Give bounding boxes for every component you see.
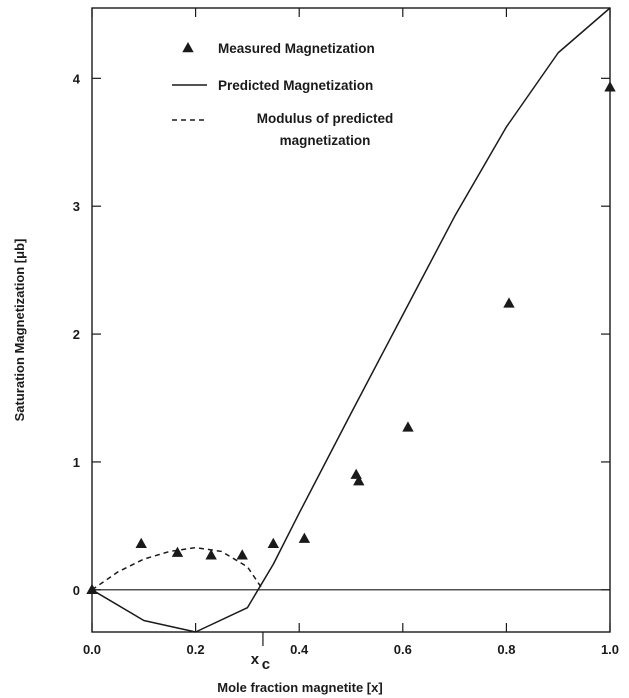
legend: Measured Magnetization Predicted Magnetiz… bbox=[172, 41, 393, 148]
measured-point bbox=[171, 546, 184, 557]
legend-label-measured: Measured Magnetization bbox=[218, 41, 375, 56]
y-tick-label: 1 bbox=[73, 455, 80, 470]
measured-point bbox=[267, 537, 279, 548]
y-tick-label: 4 bbox=[73, 71, 81, 86]
y-tick-label: 0 bbox=[73, 583, 80, 598]
measured-point bbox=[350, 468, 362, 479]
predicted-line bbox=[91, 7, 611, 633]
measured-point bbox=[205, 549, 217, 560]
measured-point bbox=[135, 537, 147, 548]
measured-point bbox=[604, 81, 616, 92]
plot-border bbox=[91, 7, 611, 633]
modulus-line bbox=[91, 546, 264, 591]
y-tick-label: 3 bbox=[73, 199, 80, 214]
x-tick-label: 0.2 bbox=[187, 642, 205, 657]
x-tick-label: 0.4 bbox=[290, 642, 309, 657]
x-axis-label: Mole fraction magnetite [x] bbox=[217, 680, 382, 695]
plot-frame bbox=[91, 7, 611, 633]
xc-label: x bbox=[251, 651, 260, 668]
measured-point bbox=[236, 549, 248, 560]
axis-ticks bbox=[91, 8, 611, 632]
x-tick-label: 1.0 bbox=[601, 642, 619, 657]
measured-point bbox=[86, 583, 98, 595]
measured-point bbox=[503, 297, 515, 308]
tick-labels: 0.0 0.2 0.4 0.6 0.8 1.0 0 1 2 3 4 bbox=[73, 71, 619, 657]
xc-subscript: c bbox=[262, 656, 270, 673]
measured-point bbox=[298, 532, 311, 543]
x-tick-label: 0.0 bbox=[83, 642, 101, 657]
legend-label-modulus-line2: magnetization bbox=[280, 133, 371, 148]
measured-point bbox=[353, 475, 365, 486]
legend-marker-triangle bbox=[182, 42, 194, 53]
series-layer bbox=[86, 7, 616, 633]
legend-label-predicted: Predicted Magnetization bbox=[218, 78, 373, 93]
y-tick-label: 2 bbox=[73, 327, 80, 342]
y-axis-label: Saturation Magnetization [μb] bbox=[12, 239, 27, 422]
x-tick-label: 0.6 bbox=[394, 642, 412, 657]
measured-point bbox=[402, 421, 414, 432]
legend-label-modulus: Modulus of predicted bbox=[257, 111, 394, 126]
x-tick-label: 0.8 bbox=[497, 642, 515, 657]
